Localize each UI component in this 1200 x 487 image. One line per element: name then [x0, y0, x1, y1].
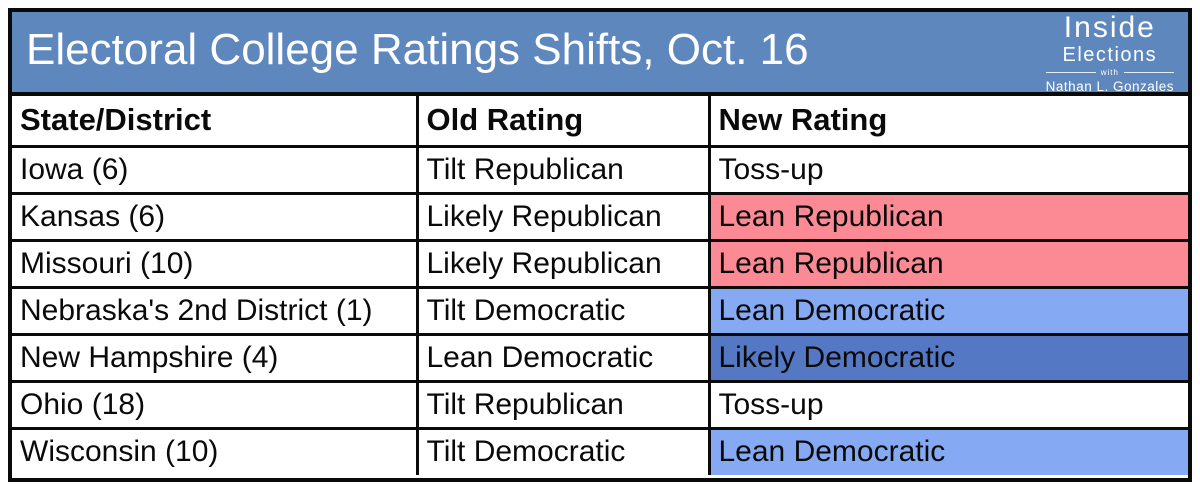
ratings-table: State/District Old Rating New Rating Iow…	[12, 96, 1188, 475]
state-cell: Iowa (6)	[12, 144, 419, 195]
old-rating-cell: Likely Republican	[415, 238, 711, 289]
old-rating-cell: Tilt Republican	[415, 379, 711, 430]
state-cell: Ohio (18)	[12, 379, 419, 430]
logo-author-text: Nathan L. Gonzales	[1045, 78, 1174, 94]
logo-rule-left	[1045, 72, 1096, 74]
logo-with-text: with	[1100, 67, 1119, 77]
table-row: Nebraska's 2nd District (1) Tilt Democra…	[12, 285, 1188, 336]
table-row: Ohio (18) Tilt Republican Toss-up	[12, 379, 1188, 430]
old-rating-cell: Tilt Republican	[415, 144, 711, 195]
old-rating-cell: Tilt Democratic	[415, 426, 711, 475]
old-rating-cell: Tilt Democratic	[415, 285, 711, 336]
header-row: State/District Old Rating New Rating	[12, 96, 1188, 148]
ratings-card: Electoral College Ratings Shifts, Oct. 1…	[8, 8, 1192, 482]
new-rating-cell: Lean Democratic	[707, 426, 1188, 475]
new-rating-cell: Lean Republican	[707, 238, 1188, 289]
state-cell: New Hampshire (4)	[12, 332, 419, 383]
column-header-old-rating: Old Rating	[415, 96, 711, 148]
logo-inside-text: Inside	[1063, 10, 1156, 44]
new-rating-cell: Lean Republican	[707, 191, 1188, 242]
logo-elections-text: Elections	[1062, 43, 1158, 66]
table-row: New Hampshire (4) Lean Democratic Likely…	[12, 332, 1188, 383]
state-cell: Wisconsin (10)	[12, 426, 419, 475]
old-rating-cell: Lean Democratic	[415, 332, 711, 383]
title-banner: Electoral College Ratings Shifts, Oct. 1…	[12, 12, 1188, 96]
page-title: Electoral College Ratings Shifts, Oct. 1…	[26, 25, 809, 74]
state-cell: Kansas (6)	[12, 191, 419, 242]
new-rating-cell: Toss-up	[707, 379, 1188, 430]
column-header-new-rating: New Rating	[707, 96, 1188, 148]
column-header-state: State/District	[12, 96, 419, 148]
table-row: Kansas (6) Likely Republican Lean Republ…	[12, 191, 1188, 242]
logo-rule-right	[1123, 72, 1174, 74]
new-rating-cell: Likely Democratic	[707, 332, 1188, 383]
new-rating-cell: Toss-up	[707, 144, 1188, 195]
inside-elections-logo: Inside Elections with Nathan L. Gonzales	[1045, 10, 1178, 94]
table-row: Iowa (6) Tilt Republican Toss-up	[12, 144, 1188, 195]
logo-with-divider: with	[1045, 67, 1174, 77]
table-row: Missouri (10) Likely Republican Lean Rep…	[12, 238, 1188, 289]
state-cell: Nebraska's 2nd District (1)	[12, 285, 419, 336]
ratings-table-body: Iowa (6) Tilt Republican Toss-up Kansas …	[12, 144, 1188, 475]
old-rating-cell: Likely Republican	[415, 191, 711, 242]
state-cell: Missouri (10)	[12, 238, 419, 289]
table-row: Wisconsin (10) Tilt Democratic Lean Demo…	[12, 426, 1188, 475]
new-rating-cell: Lean Democratic	[707, 285, 1188, 336]
